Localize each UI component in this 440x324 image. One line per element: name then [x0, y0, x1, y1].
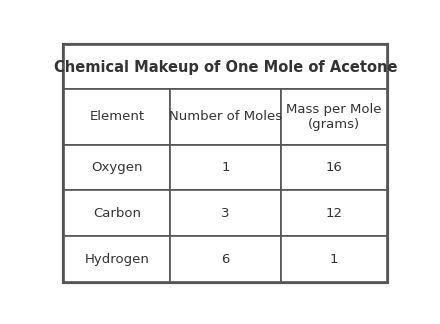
Bar [281, 236, 388, 282]
Text: Oxygen: Oxygen [91, 161, 143, 174]
Text: 3: 3 [221, 207, 230, 220]
Text: 1: 1 [330, 253, 338, 266]
Bar [170, 89, 281, 145]
Text: 16: 16 [326, 161, 342, 174]
Bar [281, 191, 388, 236]
Text: Carbon: Carbon [93, 207, 141, 220]
Text: Mass per Mole
(grams): Mass per Mole (grams) [286, 103, 382, 131]
Text: Number of Moles: Number of Moles [169, 110, 282, 123]
Text: Hydrogen: Hydrogen [84, 253, 150, 266]
Text: Chemical Makeup of One Mole of Acetone: Chemical Makeup of One Mole of Acetone [54, 60, 397, 75]
Bar [63, 191, 170, 236]
Bar [63, 89, 170, 145]
Text: Element: Element [89, 110, 144, 123]
Bar [170, 145, 281, 191]
Bar [63, 45, 388, 89]
Bar [170, 191, 281, 236]
Text: 6: 6 [221, 253, 230, 266]
Text: 12: 12 [326, 207, 342, 220]
Bar [281, 89, 388, 145]
Bar [63, 236, 170, 282]
Bar [281, 145, 388, 191]
Text: 1: 1 [221, 161, 230, 174]
Bar [170, 236, 281, 282]
Bar [63, 145, 170, 191]
